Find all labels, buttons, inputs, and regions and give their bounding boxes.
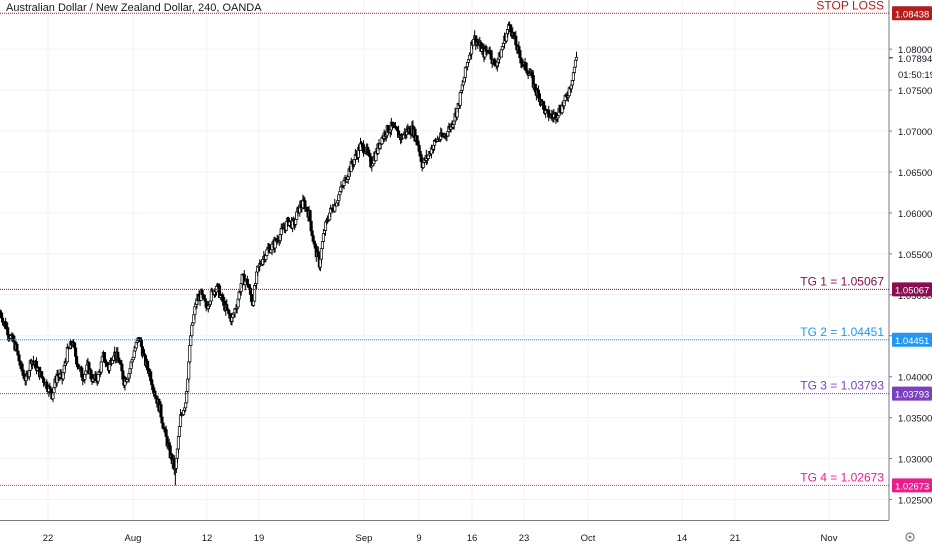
candle-body <box>519 57 523 64</box>
candle-body <box>76 363 80 368</box>
horizontal-line-label-3: TG 3 = 1.03793 <box>800 379 884 393</box>
candle-body <box>394 126 399 130</box>
candle-body <box>16 350 20 356</box>
time-tick-label: Sep <box>356 533 373 544</box>
time-tick-label: Nov <box>821 533 838 544</box>
candle-body <box>15 343 19 352</box>
candle-body <box>177 426 182 437</box>
candle-body <box>308 210 312 222</box>
candle-body <box>99 361 103 373</box>
time-tick-label: 9 <box>416 533 421 544</box>
grid-lines <box>0 0 888 520</box>
candle-body <box>159 404 163 418</box>
candle-body <box>253 285 257 302</box>
price-tick-label: 1.06500 <box>898 168 932 179</box>
candle-body <box>40 371 44 378</box>
price-badge-label-1: 1.05067 <box>895 285 929 296</box>
countdown-label: 01:50:19 <box>898 70 932 81</box>
candle-body <box>458 92 462 106</box>
price-badge-3 <box>892 386 932 401</box>
time-tick-label: Aug <box>125 533 142 544</box>
horizontal-line-label-1: TG 1 = 1.05067 <box>800 274 884 288</box>
time-tick-label: 14 <box>677 533 688 544</box>
candle-body <box>225 304 229 310</box>
candle-body <box>573 59 578 68</box>
price-tick-label: 1.06000 <box>898 209 932 220</box>
candle-body <box>176 436 180 450</box>
horizontal-line-label-2: TG 2 = 1.04451 <box>800 325 884 339</box>
candle-body <box>188 345 192 363</box>
candle-body <box>190 324 194 337</box>
time-tick-label: 19 <box>254 533 265 544</box>
price-tick-label: 1.02500 <box>898 496 932 507</box>
horizontal-line-label-4: TG 4 = 1.02673 <box>800 470 884 484</box>
time-tick-label: 16 <box>467 533 478 544</box>
price-tick-label: 1.04000 <box>898 373 932 384</box>
price-badge-2 <box>892 332 932 347</box>
time-tick-label: 22 <box>43 533 54 544</box>
price-tick-label: 1.07000 <box>898 127 932 138</box>
candle-body <box>187 361 191 380</box>
candle-body <box>294 219 298 225</box>
price-badge-0 <box>892 6 932 21</box>
candle-body <box>461 81 465 86</box>
price-badge-1 <box>892 282 932 297</box>
candle-body <box>463 66 467 78</box>
candle-body <box>189 335 193 346</box>
candle-body <box>120 363 124 372</box>
symbol-title: Australian Dollar / New Zealand Dollar, … <box>6 2 262 14</box>
candle-body <box>265 249 269 256</box>
settings-icon[interactable] <box>905 532 915 542</box>
price-badge-label-4: 1.02673 <box>895 481 929 492</box>
candle-body <box>542 101 546 106</box>
settings-icon-ring <box>905 532 915 542</box>
time-tick-label: 12 <box>202 533 213 544</box>
candle-body <box>107 364 112 371</box>
candle-body <box>574 56 579 61</box>
price-badge-label-3: 1.03793 <box>895 390 929 401</box>
price-badge-label-0: 1.08438 <box>895 9 929 20</box>
candle-body <box>200 289 204 295</box>
price-tick-label: 1.05500 <box>898 250 932 261</box>
candles <box>0 21 579 486</box>
price-tick-label: 1.03000 <box>898 455 932 466</box>
time-tick-label: Oct <box>581 533 596 544</box>
time-tick-label: 23 <box>519 533 530 544</box>
price-tick-label: 1.07500 <box>898 86 932 97</box>
price-badge-label-2: 1.04451 <box>895 336 929 347</box>
candle <box>187 361 191 383</box>
horizontal-line-label-0: STOP LOSS <box>816 0 884 12</box>
price-badge-4 <box>892 478 932 493</box>
time-axis: 22 Aug 12 19 Sep 9 16 23 Oct 14 21 Nov <box>43 533 838 544</box>
candle-body <box>572 66 576 73</box>
candle-body <box>319 248 323 260</box>
price-tick-label: 1.03500 <box>898 414 932 425</box>
current-price-label: 1.07894 <box>898 54 932 65</box>
target-lines: STOP LOSS TG 1 = 1.05067 TG 2 = 1.04451 TG … <box>0 0 889 486</box>
candle-body <box>74 347 78 357</box>
candle-body <box>320 241 324 250</box>
candle-body <box>500 46 504 51</box>
settings-icon-center <box>908 535 912 539</box>
price-tick-label: 1.08000 <box>898 45 932 56</box>
candle <box>574 51 579 62</box>
candle-body <box>96 373 100 382</box>
time-tick-label: 21 <box>730 533 741 544</box>
